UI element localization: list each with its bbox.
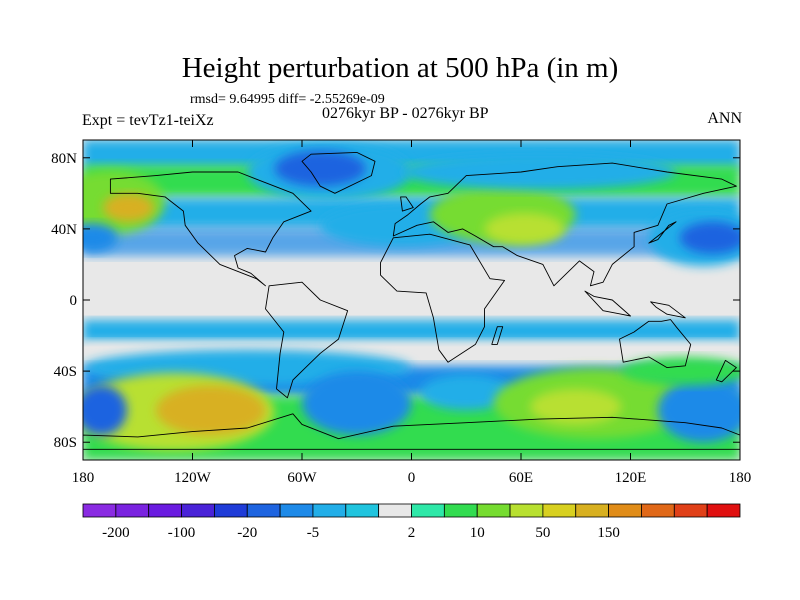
colorbar-label: -5 xyxy=(307,525,320,541)
contour-cell xyxy=(530,388,622,425)
colorbar-swatch xyxy=(378,503,412,518)
longitude-axis: 180 120W 60W 0 60E 120E 180 xyxy=(72,140,752,486)
contour-cell xyxy=(679,221,740,254)
colorbar-label: 50 xyxy=(535,525,550,541)
colorbar-swatch xyxy=(641,503,675,518)
contour-band xyxy=(83,320,740,342)
season-label: ANN xyxy=(707,110,742,127)
lon-tick-label: 120W xyxy=(174,470,212,486)
colorbar-label: -200 xyxy=(102,525,130,541)
colorbar-swatch xyxy=(246,503,281,518)
coastline-south-america xyxy=(265,281,349,399)
coastline-africa xyxy=(380,233,506,363)
contour-cell xyxy=(657,378,740,443)
coastline-new-zealand xyxy=(715,359,737,383)
experiment-label: Expt = tevTz1-teiXz xyxy=(82,112,214,129)
coastlines xyxy=(83,151,740,450)
lon-tick-label: 60W xyxy=(287,470,317,486)
contour-cell xyxy=(420,374,512,411)
coastline-australia xyxy=(619,319,692,369)
colorbar-swatch xyxy=(213,503,248,518)
period-label: 0276kyr BP - 0276kyr BP xyxy=(322,105,489,122)
colorbar-swatch xyxy=(673,503,708,518)
contour-cell xyxy=(621,356,740,386)
contour-cell xyxy=(83,223,118,252)
figure-title: Height perturbation at 500 hPa (in m) xyxy=(181,52,619,84)
colorbar-swatch xyxy=(181,503,215,518)
lat-tick-label: 80N xyxy=(51,151,77,167)
lon-tick-label: 180 xyxy=(729,470,752,486)
coastline-japan xyxy=(648,221,677,244)
contour-cell xyxy=(103,193,155,222)
coastline-eurasia xyxy=(392,162,737,287)
contour-cell xyxy=(156,385,266,436)
colorbar-swatch xyxy=(542,503,577,518)
contour-cell xyxy=(83,385,127,436)
rmsd-diff-stats: rmsd= 9.64995 diff= -2.55269e-09 xyxy=(190,92,385,107)
lat-tick-label: 0 xyxy=(70,293,78,309)
colorbar-swatch xyxy=(345,503,380,518)
colorbar-swatch xyxy=(411,503,445,518)
contour-cell xyxy=(402,154,677,190)
colorbar-swatch xyxy=(608,503,642,518)
coastline-greenland xyxy=(301,151,376,194)
coastline-uk xyxy=(400,196,414,212)
colorbar-label: 150 xyxy=(597,525,620,541)
coastline-indonesia xyxy=(584,290,631,317)
colorbar-swatch xyxy=(443,503,478,518)
lat-tick-label: 40N xyxy=(51,222,77,238)
lon-tick-label: 120E xyxy=(615,470,647,486)
coastline-new-guinea xyxy=(650,301,686,319)
colorbar-swatch xyxy=(706,503,741,518)
colorbar-swatch xyxy=(82,503,117,518)
colorbar-swatch xyxy=(312,503,347,518)
lat-tick-label: 40S xyxy=(54,364,77,380)
colorbar: -200 -100 -20 -5 2 10 50 150 xyxy=(82,503,741,541)
colorbar-label: -100 xyxy=(168,525,196,541)
contour-cells xyxy=(83,143,740,452)
colorbar-swatch xyxy=(575,503,609,518)
lon-tick-label: 60E xyxy=(509,470,533,486)
colorbar-swatch xyxy=(476,503,511,518)
coastline-antarctica xyxy=(83,413,740,450)
contour-cell xyxy=(274,150,366,187)
coastline-north-america xyxy=(109,171,312,287)
latitude-axis: 80N 40N 0 40S 80S xyxy=(51,151,740,451)
colorbar-swatch xyxy=(148,503,182,518)
map-plot-area xyxy=(82,139,741,461)
colorbar-swatch xyxy=(509,503,544,518)
contour-cell xyxy=(302,371,412,436)
coastline-madagascar xyxy=(491,326,504,345)
colorbar-swatch xyxy=(115,503,150,518)
lon-tick-label: 0 xyxy=(408,470,416,486)
colorbar-swatch xyxy=(279,503,314,518)
colorbar-label: 2 xyxy=(408,525,416,541)
colorbar-label: -20 xyxy=(237,525,257,541)
contour-cell xyxy=(484,212,565,245)
lon-tick-label: 180 xyxy=(72,470,95,486)
lat-tick-label: 80S xyxy=(54,435,77,451)
colorbar-label: 10 xyxy=(470,525,485,541)
